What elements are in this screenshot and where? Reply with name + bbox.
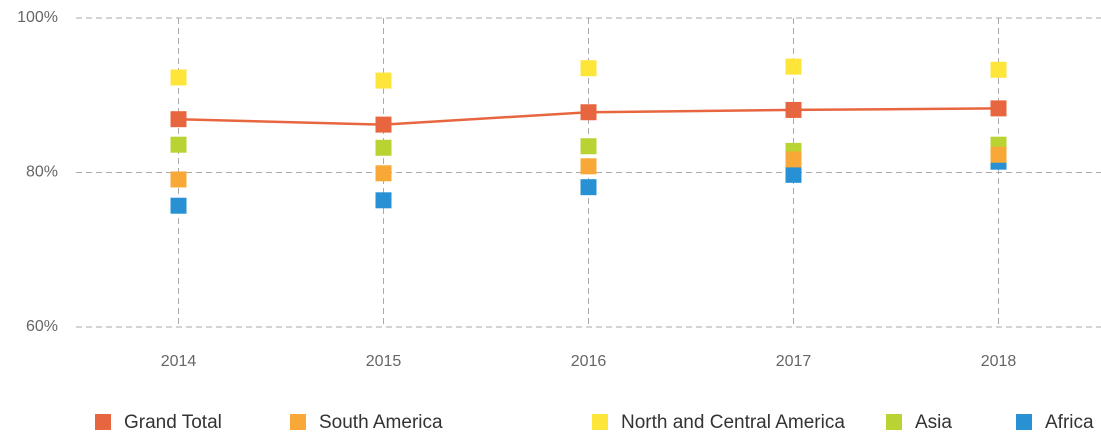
marker <box>170 111 187 128</box>
legend-label: Grand Total <box>124 412 222 433</box>
marker <box>580 138 597 155</box>
legend-swatch <box>1016 414 1032 430</box>
marker <box>375 116 392 133</box>
marker <box>580 158 597 175</box>
y-tick-label: 80% <box>26 164 58 181</box>
y-tick-label: 60% <box>26 318 58 335</box>
legend-swatch <box>592 414 608 430</box>
marker <box>990 146 1007 163</box>
x-tick-label: 2018 <box>981 353 1017 370</box>
marker <box>580 104 597 121</box>
marker <box>170 171 187 188</box>
legend-label: South America <box>319 412 443 433</box>
marker <box>170 69 187 86</box>
marker <box>170 136 187 153</box>
marker <box>170 197 187 214</box>
marker <box>990 61 1007 78</box>
marker <box>785 58 802 75</box>
marker <box>785 151 802 168</box>
marker <box>375 192 392 209</box>
marker <box>375 139 392 156</box>
marker <box>785 166 802 183</box>
y-tick-label: 100% <box>17 9 58 26</box>
legend-swatch <box>95 414 111 430</box>
marker <box>375 72 392 89</box>
x-tick-label: 2014 <box>161 353 197 370</box>
legend-label: Asia <box>915 412 952 433</box>
marker <box>580 60 597 77</box>
marker <box>990 100 1007 117</box>
legend-swatch <box>886 414 902 430</box>
x-tick-label: 2017 <box>776 353 812 370</box>
legend-swatch <box>290 414 306 430</box>
x-tick-label: 2016 <box>571 353 607 370</box>
legend-label: North and Central America <box>621 412 845 433</box>
marker <box>375 165 392 182</box>
marker <box>580 179 597 196</box>
legend-label: Africa <box>1045 412 1094 433</box>
marker <box>785 101 802 118</box>
x-tick-label: 2015 <box>366 353 402 370</box>
